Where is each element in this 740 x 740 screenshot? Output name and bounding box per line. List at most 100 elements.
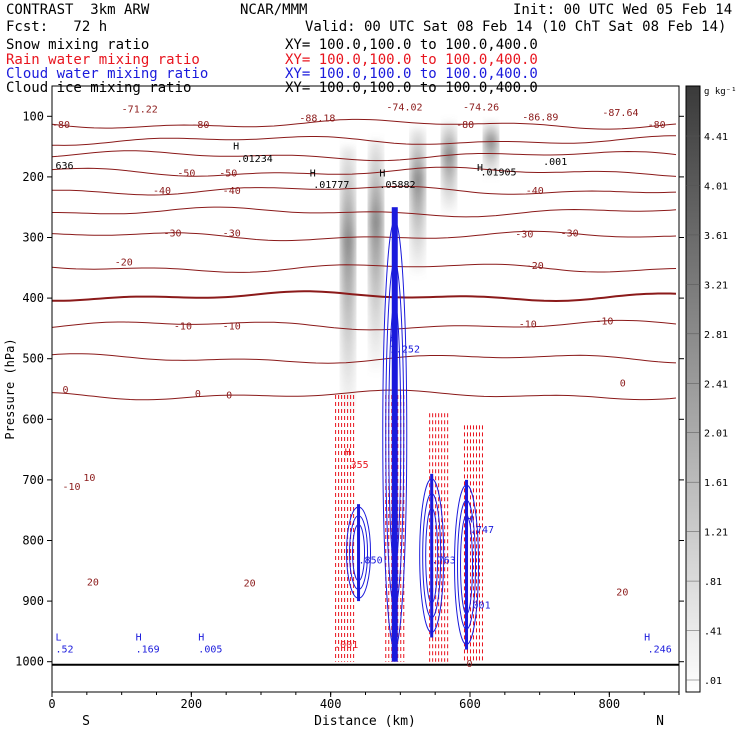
temperature-label: 0 [226,390,232,401]
colorbar-label: 2.81 [704,330,728,341]
snow-plume [341,146,356,414]
temperature-contour [52,185,677,196]
temperature-label: 0 [62,385,68,396]
cloud-water-contour [349,515,369,590]
temperature-label: -71.22 [122,104,158,115]
temperature-label: -20 [115,258,133,269]
north-label: N [656,714,664,729]
contour-annotation: .001 [467,600,491,611]
temperature-label: -86.89 [522,112,558,123]
colorbar-unit: g kg⁻¹ [704,87,737,97]
y-tick-label: 600 [22,412,44,426]
contour-annotation: H [198,632,204,643]
cloud-water-contour [346,506,372,599]
contour-annotation: .763 [432,556,456,567]
y-tick-label: 700 [22,473,44,487]
temperature-contour [52,166,677,177]
cloud-water-column [391,207,398,662]
forecast-hour: Fcst: 72 h [6,19,108,35]
south-label: S [82,714,90,729]
contour-annotation: .355 [345,460,369,471]
colorbar-label: 3.21 [704,280,728,291]
contour-annotation: H [644,632,650,643]
contour-annotation: .246 [648,645,672,656]
temperature-contour [52,206,677,218]
y-tick-label: 900 [22,594,44,608]
snow-plume [442,122,457,214]
contour-annotation: .001 [334,640,358,651]
colorbar-label: 1.21 [704,528,728,539]
colorbar-label: 4.41 [704,132,728,143]
x-tick-label: 600 [459,697,481,711]
snow-plume [368,140,383,371]
contour-annotation: H [310,168,316,179]
colorbar-label: .01 [704,676,722,687]
temperature-label: 10 [83,473,95,484]
init-time: Init: 00 UTC Wed 05 Feb 14 [513,2,733,18]
field-name-cloud-water: Cloud water mixing ratio [6,66,209,82]
temperature-label: 0 [195,389,201,400]
contour-annotation: .01777 [313,180,349,191]
y-tick-label: 300 [22,231,44,245]
contour-annotation: H [477,163,483,174]
contour-annotation: H [233,142,239,153]
temperature-label: -30 [223,229,241,240]
temperature-label: -40 [223,186,241,197]
contour-annotation: L [55,632,61,643]
contour-annotation: H [136,632,142,643]
temperature-label: 20 [244,578,256,589]
contour-annotation: .747 [470,525,494,536]
valid-time: Valid: 00 UTC Sat 08 Feb 14 (10 ChT Sat … [305,19,727,35]
field-xy-rain: XY= 100.0,100.0 to 100.0,400.0 [285,52,538,68]
contour-annotation: .01905 [480,168,516,179]
temperature-label: -10 [174,321,192,332]
cloud-water-column [465,479,469,650]
temperature-label: 0 [620,378,626,389]
cloud-water-contour [457,499,477,630]
field-name-snow: Snow mixing ratio [6,37,150,53]
y-tick-label: 200 [22,170,44,184]
center-name: NCAR/MMM [240,2,308,18]
cloud-water-contour [425,507,439,604]
temperature-contour [52,319,677,331]
temperature-contour [52,353,677,364]
temperature-label: -74.02 [386,103,422,114]
y-tick-label: 500 [22,352,44,366]
temperature-contour [52,389,677,401]
model-name: CONTRAST 3km ARW [6,2,150,18]
temperature-label: -10 [62,482,80,493]
temperature-label: -88.18 [299,114,335,125]
temperature-label: -30 [515,229,533,240]
temperature-label: 20 [616,587,628,598]
contour-annotation: H [345,448,351,459]
contour-annotation: 1.252 [390,345,420,356]
contour-annotation: .01234 [237,154,273,165]
contour-annotation: 636 [55,161,73,172]
x-tick-label: 400 [320,697,342,711]
temperature-label: -10 [519,320,537,331]
cloud-water-contour [352,524,366,582]
snow-plume [410,128,425,274]
snow-plume [483,122,498,177]
cloud-water-contour [454,484,480,645]
colorbar-label: 2.01 [704,429,728,440]
temperature-contour [52,290,677,303]
colorbar-label: 4.01 [704,181,728,192]
y-tick-label: 100 [22,109,44,123]
temperature-label: -80 [648,120,666,131]
contour-annotation: .05882 [379,180,415,191]
colorbar-label: 1.61 [704,478,728,489]
temperature-label: 0 [467,659,473,670]
cloud-water-contour [422,492,442,619]
cloud-water-column [357,504,361,602]
cloud-water-contour [388,302,402,567]
contour-annotation: H [390,334,396,345]
cloud-water-contour [382,220,408,649]
y-tick-label: 1000 [15,655,44,669]
temperature-contour [52,118,677,130]
temperature-label: -40 [153,186,171,197]
colorbar-label: 3.61 [704,231,728,242]
x-axis-title: Distance (km) [314,714,416,729]
temperature-contour [52,150,677,162]
y-axis-title: Pressure (hPa) [3,338,17,439]
